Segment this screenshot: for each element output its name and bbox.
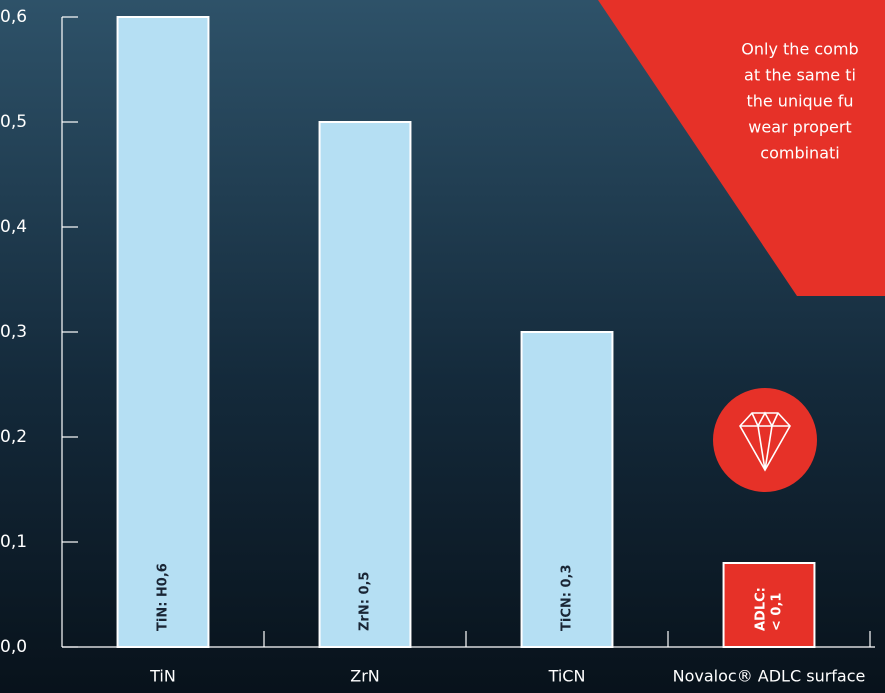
bar-label: TiCN: 0,3 xyxy=(560,565,575,632)
callout-text: combinati xyxy=(760,144,839,163)
callout-text: at the same ti xyxy=(744,66,856,85)
x-tick-label: ZrN xyxy=(350,667,380,686)
bar-label: ADLC: xyxy=(754,587,769,631)
bar-label: < 0,1 xyxy=(770,593,785,631)
bar-label: TiN: H0,6 xyxy=(156,563,171,631)
x-tick-label: TiCN xyxy=(548,667,586,686)
y-tick-label: 0,4 xyxy=(0,217,27,237)
y-tick-label: 0,0 xyxy=(0,637,27,657)
callout-text: wear propert xyxy=(748,118,851,137)
callout-text: Only the comb xyxy=(741,40,858,59)
y-tick-label: 0,2 xyxy=(0,427,27,447)
diamond-icon xyxy=(739,411,791,472)
x-tick-label: Novaloc® ADLC surface xyxy=(673,667,866,686)
bar-label: ZrN: 0,5 xyxy=(358,572,373,631)
icon-badge xyxy=(713,388,817,492)
bar xyxy=(116,16,210,648)
bar xyxy=(722,562,816,648)
bar xyxy=(318,121,412,648)
callout-text: the unique fu xyxy=(746,92,853,111)
callout-shape xyxy=(598,0,885,296)
y-tick-label: 0,1 xyxy=(0,532,27,552)
y-tick-label: 0,6 xyxy=(0,7,27,27)
x-tick-label: TiN xyxy=(149,667,176,686)
y-tick-label: 0,3 xyxy=(0,322,27,342)
y-tick-label: 0,5 xyxy=(0,112,27,132)
bar xyxy=(520,331,614,648)
